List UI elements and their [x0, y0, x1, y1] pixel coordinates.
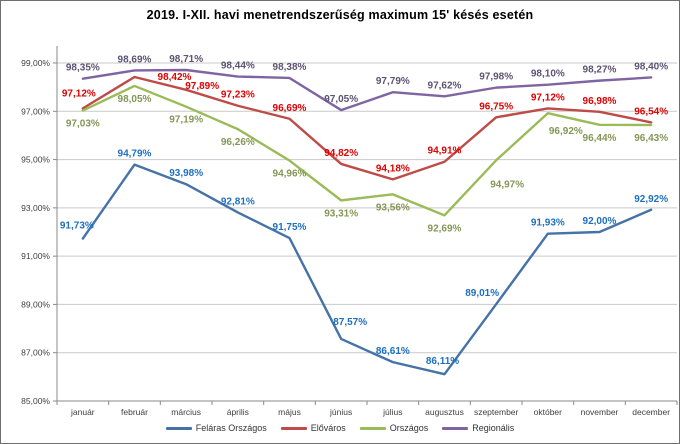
- x-tick-label: november: [581, 407, 619, 417]
- x-tick-label: szeptember: [474, 407, 519, 417]
- data-label: 92,69%: [428, 223, 462, 234]
- data-label: 96,43%: [634, 133, 668, 144]
- data-label: 97,12%: [62, 88, 96, 99]
- y-tick-label: 87,00%: [21, 348, 50, 358]
- data-label: 98,42%: [158, 72, 192, 83]
- data-label: 98,27%: [583, 65, 617, 76]
- data-label: 98,05%: [118, 94, 152, 105]
- data-label: 97,19%: [169, 115, 203, 126]
- data-label: 94,18%: [376, 163, 410, 174]
- x-tick-label: március: [171, 407, 201, 417]
- legend-item: Feláras Országos: [165, 423, 267, 433]
- data-label: 98,44%: [221, 61, 255, 72]
- y-tick-label: 99,00%: [21, 58, 50, 68]
- data-label: 98,10%: [531, 69, 565, 80]
- data-label: 98,38%: [273, 62, 307, 73]
- legend-item: Országos: [359, 423, 429, 433]
- data-label: 98,71%: [169, 54, 203, 65]
- data-label: 89,01%: [465, 288, 499, 299]
- x-tick-label: május: [278, 407, 301, 417]
- data-label: 86,11%: [426, 356, 459, 367]
- data-label: 93,98%: [169, 168, 203, 179]
- legend-label: Országos: [389, 423, 429, 433]
- y-tick-label: 97,00%: [21, 106, 50, 116]
- y-tick-label: 85,00%: [21, 396, 50, 406]
- series-line: [81, 84, 653, 217]
- y-tick-label: 93,00%: [21, 203, 50, 213]
- data-label: 93,56%: [376, 202, 410, 213]
- data-label: 97,89%: [185, 81, 219, 92]
- legend-label: Regionális: [472, 423, 515, 433]
- data-label: 96,69%: [273, 103, 307, 114]
- data-label: 87,57%: [333, 317, 367, 328]
- series-line: [81, 163, 653, 376]
- data-label: 93,31%: [324, 208, 358, 219]
- data-label: 86,61%: [376, 346, 410, 357]
- series-line: [81, 75, 653, 181]
- legend-item: Előváros: [280, 423, 346, 433]
- y-tick-label: 91,00%: [21, 251, 50, 261]
- data-label: 98,40%: [634, 61, 668, 72]
- data-label: 96,54%: [634, 106, 668, 117]
- data-label: 97,62%: [428, 80, 462, 91]
- data-label: 92,00%: [583, 216, 617, 227]
- legend-line-swatch: [359, 426, 386, 430]
- y-tick-label: 95,00%: [21, 155, 50, 165]
- data-label: 92,81%: [221, 196, 255, 207]
- data-label: 97,79%: [376, 76, 410, 87]
- chart-title: 2019. I-XII. havi menetrendszerűség maxi…: [146, 8, 534, 22]
- legend-line-swatch: [280, 426, 307, 430]
- data-label: 97,05%: [324, 94, 358, 105]
- data-label: 98,69%: [118, 54, 152, 65]
- x-tick-label: július: [382, 407, 402, 417]
- x-tick-label: január: [70, 407, 95, 417]
- data-label: 96,98%: [583, 96, 617, 107]
- data-label: 96,75%: [479, 101, 513, 112]
- legend-item: Regionális: [442, 423, 514, 433]
- data-label: 97,98%: [479, 72, 513, 83]
- x-tick-label: augusztus: [425, 407, 464, 417]
- data-label: 92,92%: [634, 194, 668, 205]
- x-tick-label: február: [121, 407, 148, 417]
- data-label: 97,12%: [531, 92, 565, 103]
- legend-label: Feláras Országos: [195, 423, 267, 433]
- legend-label: Előváros: [310, 423, 346, 433]
- data-label: 94,82%: [324, 148, 358, 159]
- x-tick-label: december: [632, 407, 670, 417]
- data-label: 97,23%: [221, 90, 255, 101]
- data-label: 98,35%: [66, 63, 100, 74]
- data-label: 96,44%: [583, 133, 617, 144]
- legend-line-swatch: [442, 426, 469, 430]
- x-tick-label: október: [534, 407, 563, 417]
- data-label: 91,93%: [531, 218, 565, 229]
- data-label: 96,92%: [549, 126, 583, 137]
- data-label: 97,03%: [66, 119, 100, 130]
- data-label: 94,79%: [118, 149, 152, 160]
- data-label: 91,73%: [60, 221, 94, 232]
- data-label: 91,75%: [273, 222, 307, 233]
- legend: Feláras Országos Előváros Országos Regionál…: [1, 420, 679, 436]
- data-label: 94,96%: [273, 169, 307, 180]
- series-line: [81, 68, 653, 112]
- legend-line-swatch: [165, 426, 192, 430]
- data-label: 94,91%: [428, 146, 462, 157]
- data-label: 96,26%: [221, 137, 255, 148]
- data-label: 94,97%: [490, 179, 524, 190]
- x-tick-label: június: [329, 407, 352, 417]
- x-tick-label: április: [227, 407, 249, 417]
- y-tick-label: 89,00%: [21, 299, 50, 309]
